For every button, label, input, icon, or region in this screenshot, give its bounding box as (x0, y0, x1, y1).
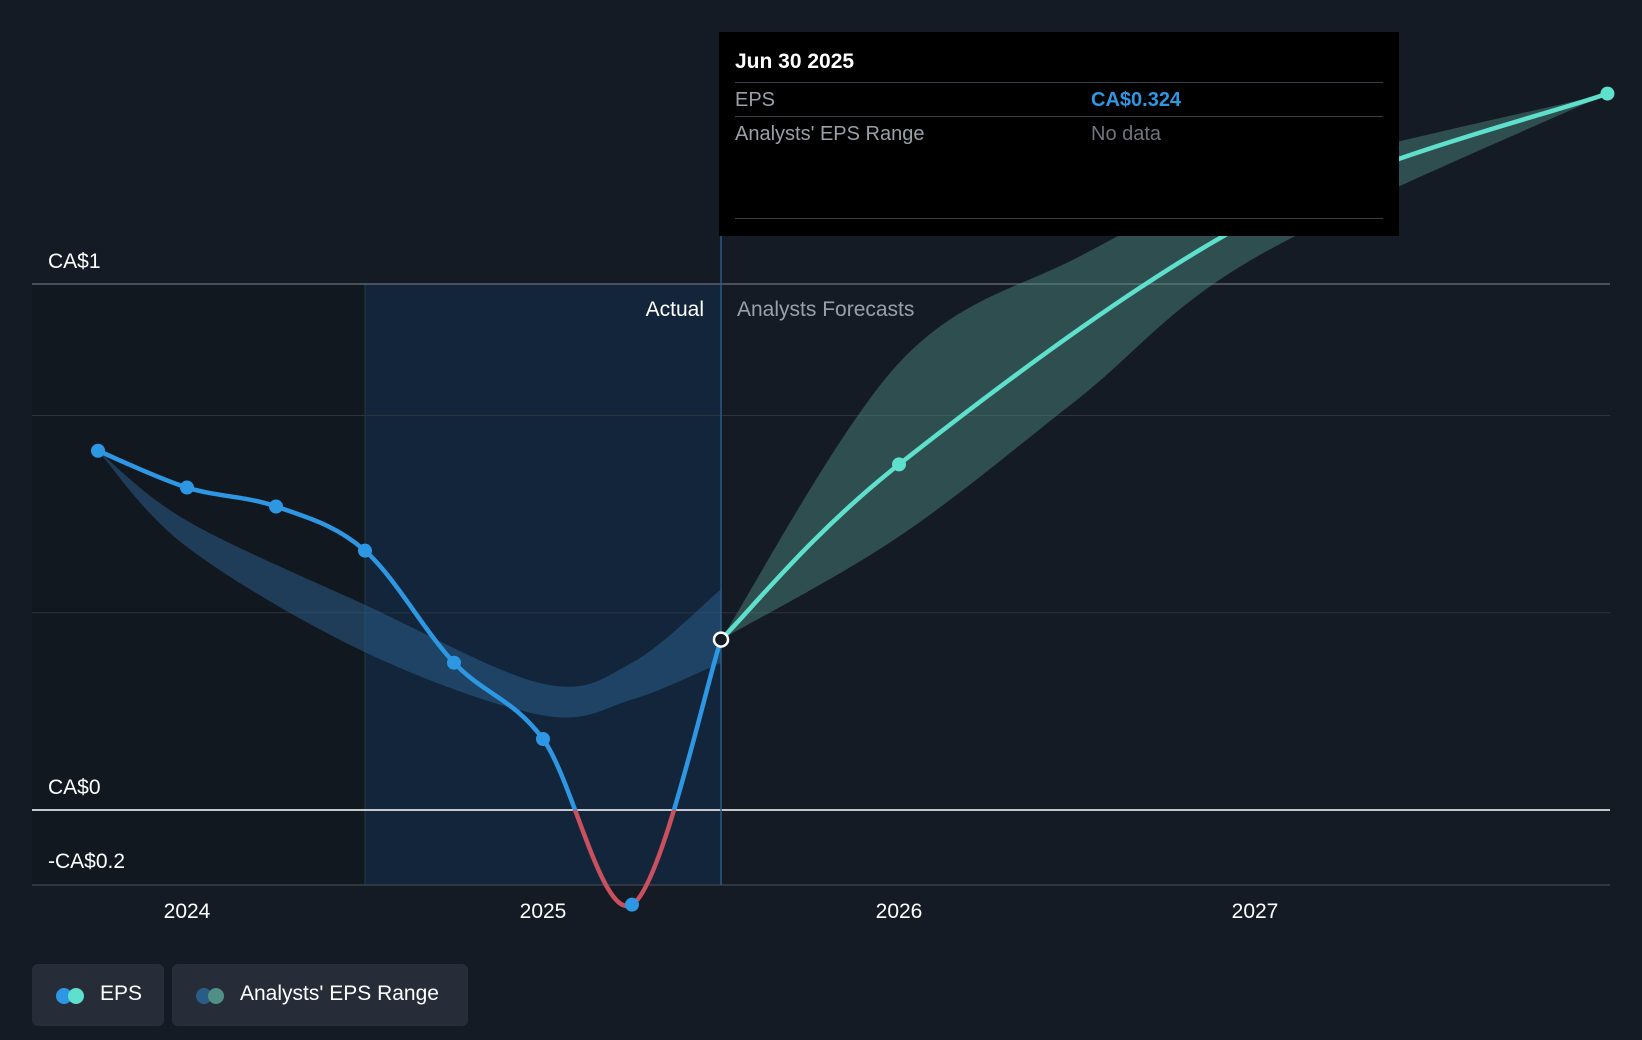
eps-selected-point[interactable] (712, 631, 730, 648)
eps-forecast-point[interactable] (892, 457, 906, 472)
tooltip-eps-value: CA$0.324 (1091, 89, 1182, 111)
tooltip-divider (735, 218, 1383, 219)
actual-label: Actual (646, 298, 704, 321)
tooltip-eps-label: EPS (735, 89, 776, 111)
eps-range-band-forecast (721, 93, 1608, 640)
x-label-2026: 2026 (876, 900, 923, 923)
eps-actual-point[interactable] (269, 499, 283, 514)
forecast-label: Analysts Forecasts (737, 298, 914, 321)
tooltip-row-range: Analysts' EPS Range No data (735, 116, 1383, 151)
eps-legend-icon (56, 988, 88, 1004)
y-label-1: CA$1 (48, 250, 101, 273)
tooltip-date: Jun 30 2025 (735, 50, 855, 73)
last-year-highlight (365, 284, 721, 885)
tooltip-range-value: No data (1091, 123, 1162, 145)
legend-eps-label: EPS (100, 982, 143, 1005)
tooltip-range-label: Analysts' EPS Range (735, 123, 925, 145)
x-label-2025: 2025 (520, 900, 567, 923)
legend-eps-range[interactable]: Analysts' EPS Range (172, 964, 468, 1026)
eps-range-band-past (98, 450, 721, 718)
tooltip: Jun 30 2025 EPS CA$0.324 Analysts' EPS R… (719, 32, 1399, 236)
eps-actual-point[interactable] (536, 731, 550, 746)
eps-actual-point[interactable] (180, 480, 194, 495)
eps-forecast-point[interactable] (1600, 86, 1615, 101)
y-label-neg: -CA$0.2 (48, 850, 125, 873)
eps-actual-point[interactable] (91, 443, 105, 458)
eps-forecast-line (718, 91, 1610, 642)
eps-actual-line-negative (572, 810, 677, 909)
y-label-0: CA$0 (48, 776, 101, 799)
eps-actual-point[interactable] (358, 543, 372, 558)
eps-actual-point[interactable] (447, 655, 461, 670)
x-label-2027: 2027 (1232, 900, 1279, 923)
eps-range-legend-icon (196, 988, 228, 1004)
eps-actual-point[interactable] (625, 897, 639, 912)
legend-eps[interactable]: EPS (32, 964, 164, 1026)
tooltip-row-eps: EPS CA$0.324 (735, 82, 1383, 117)
legend-range-label: Analysts' EPS Range (240, 982, 439, 1005)
x-label-2024: 2024 (164, 900, 211, 923)
